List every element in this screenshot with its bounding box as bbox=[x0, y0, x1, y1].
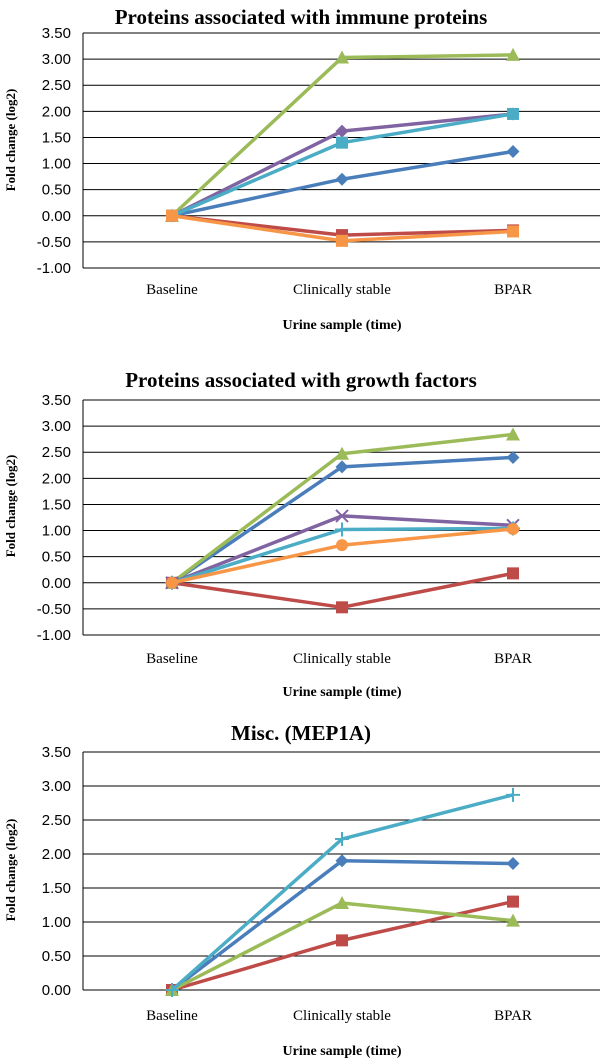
y-tick-label: -1.00 bbox=[37, 260, 71, 277]
x-axis-label: Urine sample (time) bbox=[283, 1044, 402, 1059]
y-tick-label: 3.50 bbox=[42, 392, 71, 409]
y-tick-label: -0.50 bbox=[37, 601, 71, 618]
data-point bbox=[336, 601, 348, 614]
series-red-square bbox=[166, 895, 519, 996]
y-tick-label: 1.50 bbox=[42, 496, 71, 513]
y-tick-label: 3.50 bbox=[42, 25, 71, 42]
data-point bbox=[166, 209, 178, 222]
y-tick-label: 2.00 bbox=[42, 103, 71, 120]
y-tick-label: 1.00 bbox=[42, 156, 71, 173]
data-point bbox=[506, 145, 520, 159]
y-tick-label: 0.50 bbox=[42, 948, 71, 965]
data-point bbox=[507, 567, 519, 580]
data-point bbox=[335, 50, 349, 64]
series-blue-diamond bbox=[165, 145, 520, 223]
chart-immune-proteins: Proteins associated with immune proteins… bbox=[3, 5, 600, 333]
chart-growth-factors: Proteins associated with growth factors … bbox=[3, 368, 600, 700]
data-point bbox=[507, 107, 519, 120]
y-tick-label: 0.00 bbox=[42, 575, 71, 592]
y-tick-label: 0.00 bbox=[42, 982, 71, 999]
x-tick-label: Baseline bbox=[146, 282, 198, 298]
data-point bbox=[506, 787, 520, 802]
y-tick-label: 3.00 bbox=[42, 778, 71, 795]
data-point bbox=[506, 47, 520, 61]
data-point bbox=[335, 509, 349, 523]
y-tick-label: 2.50 bbox=[42, 444, 71, 461]
y-axis-label: Fold change (log2) bbox=[3, 819, 18, 922]
data-point bbox=[335, 832, 349, 847]
data-point bbox=[335, 895, 349, 909]
data-point bbox=[335, 124, 349, 138]
series-line bbox=[170, 793, 514, 992]
x-axis-label: Urine sample (time) bbox=[283, 685, 402, 700]
y-tick-label: 2.50 bbox=[42, 812, 71, 829]
series-orange-circle bbox=[166, 522, 519, 589]
series-line bbox=[170, 859, 514, 992]
y-tick-label: 0.50 bbox=[42, 549, 71, 566]
y-tick-label: 1.00 bbox=[42, 523, 71, 540]
y-tick-label: 0.50 bbox=[42, 182, 71, 199]
series-red-square bbox=[166, 567, 519, 614]
series-line bbox=[171, 526, 514, 585]
data-point bbox=[335, 446, 349, 460]
y-tick-label: 3.00 bbox=[42, 51, 71, 68]
chart-title: Proteins associated with immune proteins bbox=[115, 5, 488, 29]
data-point bbox=[335, 172, 349, 186]
series-cyan-plus bbox=[165, 787, 520, 997]
chart-title: Proteins associated with growth factors bbox=[125, 368, 477, 392]
data-point bbox=[165, 983, 179, 997]
y-tick-label: 2.00 bbox=[42, 470, 71, 487]
data-point bbox=[336, 234, 348, 247]
x-tick-label: BPAR bbox=[494, 651, 532, 667]
y-tick-label: 1.50 bbox=[42, 129, 71, 146]
x-axis-label: Urine sample (time) bbox=[283, 318, 402, 333]
data-point bbox=[335, 522, 349, 537]
data-point bbox=[506, 427, 520, 441]
data-point bbox=[166, 576, 178, 589]
x-tick-label: BPAR bbox=[494, 1008, 532, 1024]
data-point bbox=[506, 857, 520, 871]
y-axis-label: Fold change (log2) bbox=[3, 89, 18, 192]
y-tick-label: -0.50 bbox=[37, 234, 71, 251]
y-tick-label: 1.00 bbox=[42, 914, 71, 931]
data-point bbox=[507, 895, 519, 908]
plot-area: 0.00 0.50 1.00 1.50 2.00 2.50 3.00 3.50 Baseline… bbox=[42, 744, 600, 1024]
y-tick-label: 2.50 bbox=[42, 77, 71, 94]
data-point bbox=[506, 450, 520, 464]
data-point bbox=[507, 522, 519, 535]
plot-area: -1.00 -0.50 0.00 0.50 1.00 1.50 2.00 2.50 3.00 3.… bbox=[37, 392, 600, 667]
plot-area: -1.00 -0.50 0.00 0.50 1.00 1.50 2.00 2.50 3.00 3.… bbox=[37, 25, 600, 298]
series-orange-square bbox=[166, 209, 519, 247]
y-axis-label: Fold change (log2) bbox=[3, 455, 18, 558]
x-tick-label: Clinically stable bbox=[293, 282, 391, 298]
chart-misc-mep1a: Misc. (MEP1A) Fold change (log2) Urine s… bbox=[3, 721, 600, 1059]
data-point bbox=[335, 460, 349, 474]
y-tick-label: 3.00 bbox=[42, 418, 71, 435]
data-point bbox=[335, 854, 349, 868]
data-point bbox=[336, 136, 348, 149]
data-point bbox=[336, 934, 348, 947]
y-tick-label: 3.50 bbox=[42, 744, 71, 761]
data-point bbox=[507, 225, 519, 238]
x-tick-label: Clinically stable bbox=[293, 1008, 391, 1024]
y-tick-label: 1.50 bbox=[42, 880, 71, 897]
y-tick-label: 2.00 bbox=[42, 846, 71, 863]
data-point bbox=[336, 539, 348, 552]
series-line bbox=[171, 527, 514, 585]
data-point bbox=[506, 913, 520, 927]
x-tick-label: Clinically stable bbox=[293, 651, 391, 667]
y-tick-label: -1.00 bbox=[37, 627, 71, 644]
chart-title: Misc. (MEP1A) bbox=[231, 721, 371, 745]
x-tick-label: Baseline bbox=[146, 1008, 198, 1024]
x-tick-label: Baseline bbox=[146, 651, 198, 667]
x-tick-label: BPAR bbox=[494, 282, 532, 298]
y-tick-label: 0.00 bbox=[42, 208, 71, 225]
